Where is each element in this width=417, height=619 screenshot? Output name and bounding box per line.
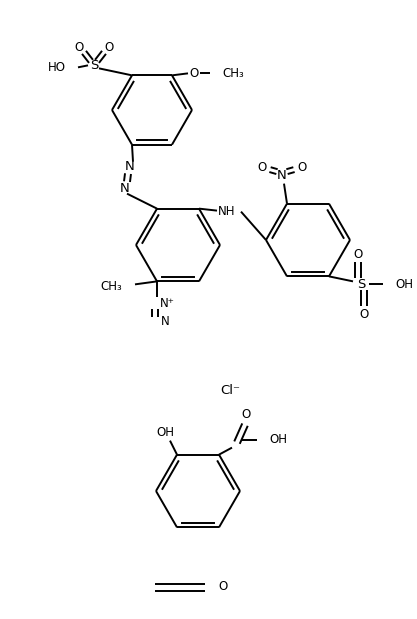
Text: CH₃: CH₃	[100, 280, 122, 293]
Text: N: N	[161, 315, 169, 328]
Text: S: S	[90, 59, 98, 72]
Text: O: O	[74, 41, 84, 54]
Text: O: O	[353, 248, 363, 261]
Text: OH: OH	[156, 426, 174, 439]
Text: N: N	[125, 160, 135, 173]
Text: N: N	[277, 169, 287, 182]
Text: N: N	[120, 182, 130, 195]
Text: NH: NH	[218, 205, 236, 218]
Text: S: S	[357, 278, 365, 291]
Text: Cl⁻: Cl⁻	[220, 384, 240, 397]
Text: O: O	[104, 41, 113, 54]
Text: OH: OH	[395, 278, 413, 291]
Text: O: O	[241, 408, 251, 421]
Text: O: O	[219, 581, 228, 594]
Text: CH₃: CH₃	[222, 67, 244, 80]
Text: O: O	[297, 161, 306, 174]
Text: O: O	[359, 308, 369, 321]
Text: O: O	[189, 67, 198, 80]
Text: N⁺: N⁺	[160, 297, 174, 310]
Text: HO: HO	[48, 61, 66, 74]
Text: O: O	[257, 161, 266, 174]
Text: OH: OH	[269, 433, 287, 446]
